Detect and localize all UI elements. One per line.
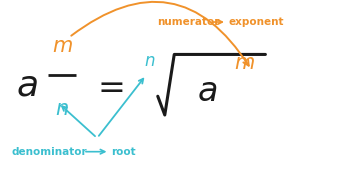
Text: root: root <box>111 147 136 157</box>
Text: $=$: $=$ <box>91 69 124 103</box>
Text: $m$: $m$ <box>234 53 255 73</box>
Text: $n$: $n$ <box>144 53 155 70</box>
Text: $a$: $a$ <box>16 69 38 103</box>
Text: denominator: denominator <box>11 147 87 157</box>
Text: $n$: $n$ <box>55 99 69 119</box>
Text: $a$: $a$ <box>197 75 218 108</box>
Text: $m$: $m$ <box>52 36 73 56</box>
Text: exponent: exponent <box>228 17 284 27</box>
Text: numerator: numerator <box>157 17 219 27</box>
